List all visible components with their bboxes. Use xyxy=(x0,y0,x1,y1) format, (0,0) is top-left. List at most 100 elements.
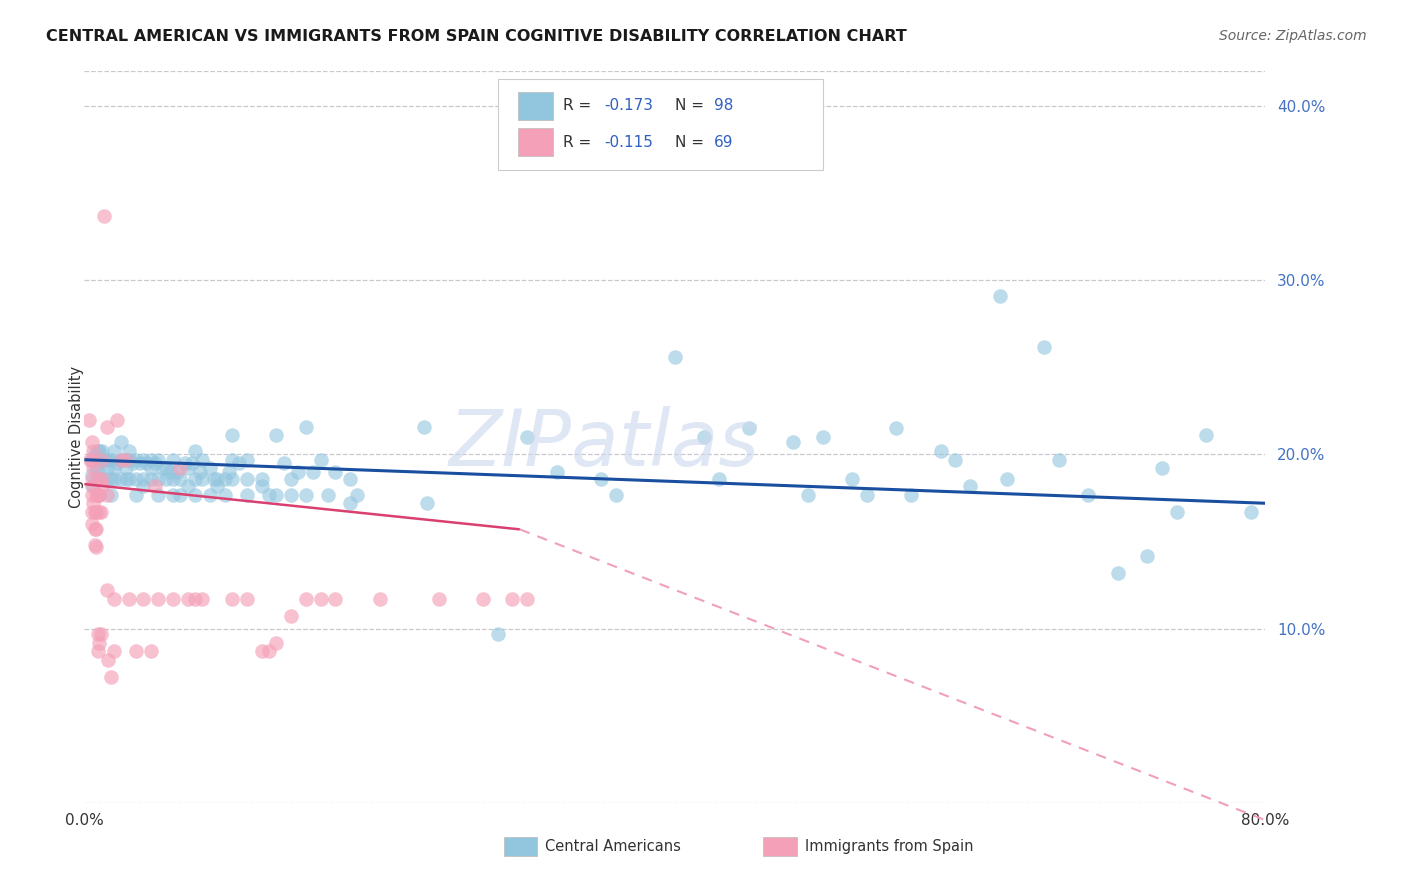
Point xyxy=(100,452,122,467)
Point xyxy=(83,448,105,462)
Point xyxy=(86,472,108,486)
Point xyxy=(309,452,332,467)
Point xyxy=(169,487,191,501)
Point xyxy=(198,487,221,501)
Point xyxy=(257,487,280,501)
Point xyxy=(1107,566,1129,580)
Point xyxy=(91,479,114,493)
Point xyxy=(280,472,302,486)
Point xyxy=(207,472,229,486)
Point xyxy=(169,461,191,475)
Point xyxy=(122,456,145,470)
Point xyxy=(339,496,361,510)
Point xyxy=(125,644,148,658)
Point xyxy=(501,592,523,607)
Point xyxy=(162,592,184,607)
Point xyxy=(148,452,170,467)
Point xyxy=(86,644,108,658)
Point xyxy=(84,472,107,486)
Point xyxy=(287,465,309,479)
Point xyxy=(96,419,118,434)
Point xyxy=(129,456,152,470)
Point xyxy=(82,479,104,493)
Point xyxy=(929,444,952,458)
Text: Source: ZipAtlas.com: Source: ZipAtlas.com xyxy=(1219,29,1367,43)
Point xyxy=(166,465,188,479)
Point xyxy=(100,472,122,486)
Point xyxy=(250,479,273,493)
Point xyxy=(91,452,114,467)
Point xyxy=(207,479,229,493)
Point xyxy=(516,592,538,607)
Point xyxy=(87,487,111,501)
Point xyxy=(91,472,114,486)
Point xyxy=(191,592,214,607)
Point xyxy=(427,592,450,607)
Point xyxy=(143,479,166,493)
Point xyxy=(257,644,280,658)
Point xyxy=(110,435,132,450)
Point xyxy=(797,487,820,501)
Y-axis label: Cognitive Disability: Cognitive Disability xyxy=(69,366,83,508)
Point xyxy=(114,461,136,475)
Point xyxy=(221,428,243,442)
Point xyxy=(1077,487,1099,501)
Point xyxy=(97,653,120,667)
Point xyxy=(118,592,141,607)
Text: R =: R = xyxy=(562,98,596,113)
Point xyxy=(546,465,568,479)
Point xyxy=(995,472,1018,486)
Point xyxy=(273,456,295,470)
Point xyxy=(148,472,170,486)
Point xyxy=(93,452,115,467)
Point xyxy=(93,209,115,223)
Point xyxy=(184,444,207,458)
Point xyxy=(105,412,128,426)
Point xyxy=(80,517,103,532)
Text: 98: 98 xyxy=(714,98,734,113)
Point xyxy=(221,452,243,467)
Point xyxy=(83,538,105,552)
Point xyxy=(346,487,368,501)
Point xyxy=(177,461,200,475)
Point xyxy=(82,444,104,458)
Point xyxy=(80,487,103,501)
Point xyxy=(214,487,236,501)
Point xyxy=(114,452,136,467)
Point xyxy=(782,435,804,450)
Point xyxy=(125,487,148,501)
Point xyxy=(103,444,125,458)
Point xyxy=(184,472,207,486)
Point xyxy=(250,644,273,658)
Point xyxy=(1240,505,1263,519)
Point xyxy=(80,452,103,467)
Point xyxy=(368,592,391,607)
Point xyxy=(605,487,627,501)
Point xyxy=(86,627,108,641)
Point xyxy=(472,592,495,607)
Point xyxy=(139,461,162,475)
Point xyxy=(87,452,111,467)
Point xyxy=(738,421,761,435)
Point xyxy=(100,670,122,684)
Point xyxy=(96,583,118,598)
Point xyxy=(96,461,118,475)
Point xyxy=(87,487,111,501)
Text: N =: N = xyxy=(675,135,709,150)
Point xyxy=(152,461,174,475)
Point xyxy=(295,592,318,607)
Point xyxy=(155,472,177,486)
Point xyxy=(87,472,111,486)
Point xyxy=(302,465,325,479)
Point xyxy=(90,505,112,519)
Point xyxy=(1195,428,1218,442)
Point xyxy=(236,592,259,607)
Point xyxy=(83,522,105,536)
Point xyxy=(139,472,162,486)
Point xyxy=(162,487,184,501)
Point xyxy=(103,644,125,658)
Point xyxy=(132,472,155,486)
Point xyxy=(83,505,105,519)
Point xyxy=(416,496,439,510)
FancyBboxPatch shape xyxy=(503,838,537,856)
